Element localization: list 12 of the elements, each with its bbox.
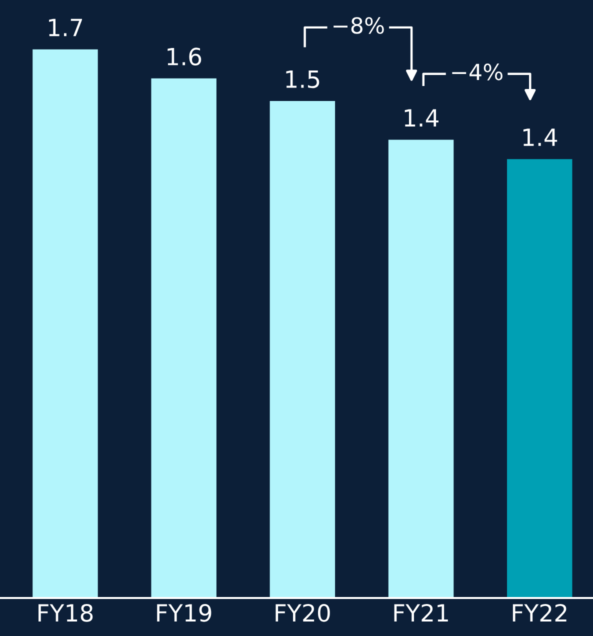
data-label: 1.5 bbox=[286, 70, 320, 88]
data-label: 1.7 bbox=[49, 18, 82, 36]
x-tick-label: FY22 bbox=[512, 604, 566, 622]
data-label: 1.6 bbox=[168, 48, 202, 66]
x-tick-label: FY20 bbox=[276, 604, 330, 622]
annotation: −4% bbox=[452, 64, 502, 80]
x-tick-label: FY21 bbox=[394, 604, 448, 622]
text: −8% bbox=[334, 17, 384, 34]
x-tick-label: FY18 bbox=[38, 604, 93, 622]
x-tick-label: FY19 bbox=[157, 604, 212, 622]
data-label: 1.4 bbox=[404, 109, 438, 126]
data-label: 1.4 bbox=[523, 128, 558, 146]
